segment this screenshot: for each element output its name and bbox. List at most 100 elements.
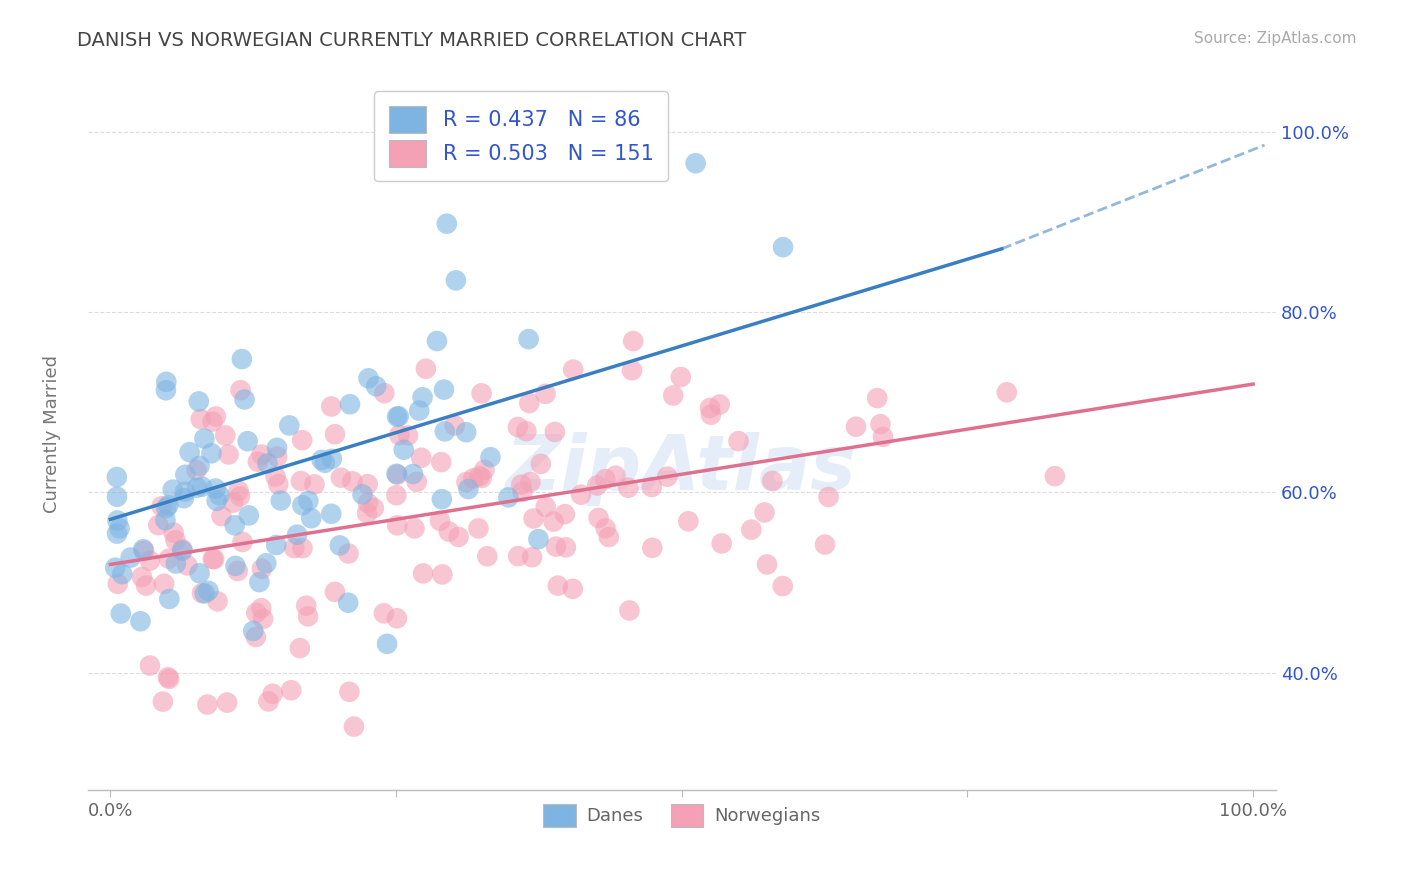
Point xyxy=(190,412,212,426)
Point xyxy=(321,451,343,466)
Point xyxy=(186,463,208,477)
Point xyxy=(222,495,245,509)
Point xyxy=(229,383,252,397)
Point xyxy=(408,403,430,417)
Point xyxy=(621,334,644,348)
Point xyxy=(218,448,240,462)
Point xyxy=(605,468,627,483)
Point xyxy=(342,475,364,489)
Point xyxy=(595,472,617,486)
Point xyxy=(430,492,453,507)
Point xyxy=(772,240,794,254)
Point xyxy=(329,538,352,552)
Point xyxy=(250,562,273,576)
Point xyxy=(1043,469,1066,483)
Point xyxy=(432,567,454,582)
Point xyxy=(321,400,343,414)
Point xyxy=(304,477,326,491)
Point xyxy=(356,506,378,520)
Point xyxy=(173,491,195,506)
Point xyxy=(662,388,685,402)
Point xyxy=(152,695,174,709)
Point xyxy=(685,156,707,170)
Point xyxy=(554,507,576,521)
Point xyxy=(430,455,453,469)
Point xyxy=(139,554,162,568)
Point xyxy=(710,536,733,550)
Point xyxy=(107,577,129,591)
Point xyxy=(150,500,173,514)
Point xyxy=(373,607,395,621)
Point xyxy=(699,401,721,415)
Point xyxy=(426,334,449,348)
Point xyxy=(262,687,284,701)
Point xyxy=(291,541,314,556)
Point xyxy=(772,579,794,593)
Point xyxy=(131,570,153,584)
Point xyxy=(510,477,533,491)
Point xyxy=(299,511,322,525)
Point xyxy=(165,557,187,571)
Point xyxy=(530,457,553,471)
Point xyxy=(245,606,267,620)
Point xyxy=(104,560,127,574)
Point xyxy=(467,521,489,535)
Point xyxy=(139,658,162,673)
Point xyxy=(195,698,218,712)
Point xyxy=(214,428,236,442)
Point xyxy=(290,474,312,488)
Point xyxy=(162,525,184,540)
Point xyxy=(517,332,540,346)
Point xyxy=(148,518,170,533)
Point xyxy=(817,490,839,504)
Point xyxy=(270,493,292,508)
Point xyxy=(105,526,128,541)
Point xyxy=(247,575,270,590)
Point xyxy=(207,594,229,608)
Text: DANISH VS NORWEGIAN CURRENTLY MARRIED CORRELATION CHART: DANISH VS NORWEGIAN CURRENTLY MARRIED CO… xyxy=(77,31,747,50)
Text: ZipAtlas: ZipAtlas xyxy=(506,433,858,507)
Point xyxy=(641,541,664,555)
Point xyxy=(447,530,470,544)
Point xyxy=(619,603,641,617)
Point xyxy=(869,417,891,432)
Point xyxy=(544,425,567,439)
Point xyxy=(385,409,408,424)
Point xyxy=(250,601,273,615)
Point xyxy=(543,515,565,529)
Point xyxy=(229,489,252,503)
Point xyxy=(392,442,415,457)
Point xyxy=(120,550,142,565)
Point xyxy=(356,477,378,491)
Point xyxy=(433,383,456,397)
Point xyxy=(479,450,502,465)
Point xyxy=(238,508,260,523)
Point xyxy=(387,518,409,533)
Point xyxy=(179,445,201,459)
Point xyxy=(224,558,246,573)
Point xyxy=(174,467,197,482)
Point xyxy=(337,596,360,610)
Point xyxy=(436,217,458,231)
Point xyxy=(323,427,346,442)
Point xyxy=(463,471,485,485)
Point xyxy=(236,434,259,449)
Point xyxy=(433,425,456,439)
Point xyxy=(617,481,640,495)
Point xyxy=(155,375,177,389)
Point xyxy=(295,599,318,613)
Point xyxy=(201,415,224,429)
Point xyxy=(280,683,302,698)
Point xyxy=(176,558,198,573)
Y-axis label: Currently Married: Currently Married xyxy=(44,355,60,513)
Point xyxy=(547,579,569,593)
Point xyxy=(339,685,361,699)
Point xyxy=(512,484,534,499)
Point xyxy=(155,501,177,516)
Point xyxy=(202,552,225,566)
Point xyxy=(508,549,530,563)
Text: Source: ZipAtlas.com: Source: ZipAtlas.com xyxy=(1194,31,1357,46)
Point xyxy=(411,450,433,465)
Point xyxy=(657,469,679,483)
Point xyxy=(200,446,222,460)
